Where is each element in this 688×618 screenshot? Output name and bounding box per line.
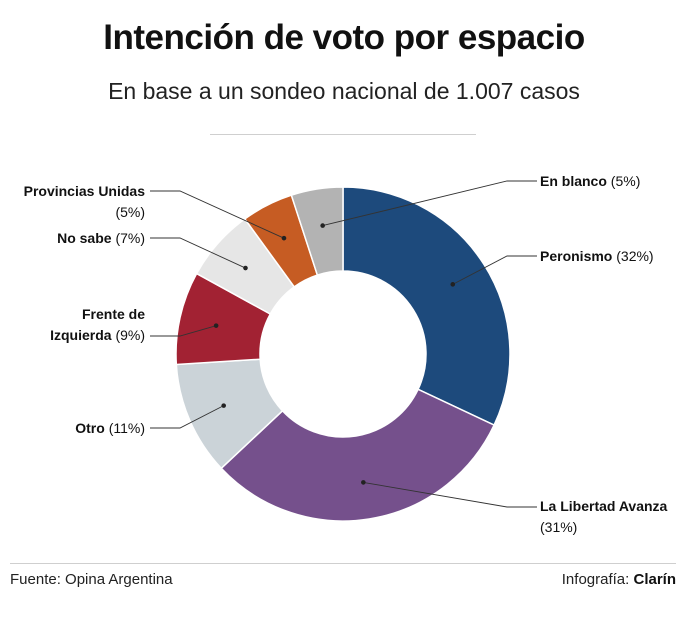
label-provincias-unidas: Provincias Unidas (5%) [0, 181, 145, 223]
donut-slices [175, 186, 511, 522]
leader-line [150, 405, 224, 429]
slice-la-libertad-avanza [220, 388, 496, 522]
label-name: No sabe [57, 230, 112, 246]
label-value: (11%) [108, 420, 145, 436]
leader-dot [450, 282, 456, 287]
leader-dot [281, 235, 287, 241]
label-no-sabe: No sabe (7%) [0, 228, 145, 249]
chart-title: Intención de voto por espacio [103, 18, 585, 57]
leader-dot [213, 323, 219, 328]
label-name: Frente de Izquierda [50, 306, 145, 343]
title-divider [210, 134, 476, 135]
leader-dot [221, 403, 226, 408]
label-name: La Libertad Avanza [540, 498, 668, 514]
leader-dot [243, 265, 248, 271]
leader-dot [361, 480, 366, 485]
footer-credit: Infografía: Clarín [562, 571, 676, 588]
slice-peronismo [342, 186, 511, 427]
credit-label: Infografía: [561, 571, 630, 588]
leader-line [363, 481, 537, 508]
label-peronismo: Peronismo (32%) [540, 246, 654, 267]
leader-dot [320, 223, 325, 228]
leader-lines [150, 180, 537, 508]
leader-line [150, 237, 246, 269]
donut-chart [150, 180, 537, 522]
label-value: (32%) [616, 248, 654, 264]
credit-brand: Clarín [633, 571, 676, 588]
footer-divider [10, 563, 676, 564]
label-name: Provincias Unidas [23, 183, 145, 199]
leader-line [150, 190, 285, 239]
leader-line [150, 325, 217, 337]
leader-line [452, 255, 537, 285]
label-value: (7%) [115, 230, 145, 246]
label-value: (5%) [115, 204, 145, 220]
label-otro: Otro (11%) [0, 418, 145, 439]
slice-en-blanco [290, 186, 344, 277]
label-value: (5%) [610, 173, 641, 189]
leader-line [322, 180, 537, 227]
label-name: Peronismo [540, 248, 613, 264]
footer-source: Fuente: Opina Argentina [10, 571, 173, 588]
label-name: Otro [75, 420, 105, 436]
chart-subtitle: En base a un sondeo nacional de 1.007 ca… [108, 78, 580, 104]
label-value: (9%) [115, 327, 145, 343]
label-value: (31%) [540, 519, 578, 535]
label-frente-de-izquierda: Frente de Izquierda (9%) [20, 304, 145, 346]
label-la-libertad-avanza: La Libertad Avanza (31%) [540, 496, 670, 538]
label-en-blanco: En blanco (5%) [540, 171, 640, 192]
label-name: En blanco [540, 173, 607, 189]
